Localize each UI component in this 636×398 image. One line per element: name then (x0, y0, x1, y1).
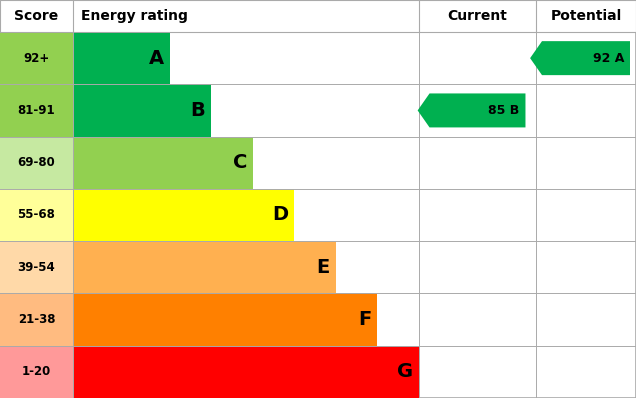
Polygon shape (530, 41, 630, 75)
Text: C: C (233, 153, 247, 172)
Bar (73, 189, 294, 241)
Bar (0, 293, 73, 346)
Bar (0, 189, 73, 241)
Bar (73, 32, 170, 84)
Text: 69-80: 69-80 (18, 156, 55, 169)
Bar (0, 0, 636, 32)
Text: Potential: Potential (550, 9, 621, 23)
Text: Score: Score (15, 9, 59, 23)
Bar (73, 84, 211, 137)
Bar (73, 137, 253, 189)
Bar (0, 84, 73, 137)
Text: B: B (191, 101, 205, 120)
Text: 55-68: 55-68 (18, 209, 55, 222)
Text: Current: Current (448, 9, 508, 23)
Text: 85 B: 85 B (488, 104, 520, 117)
Text: 1-20: 1-20 (22, 365, 51, 378)
Text: D: D (272, 205, 289, 224)
Text: 92+: 92+ (24, 52, 50, 64)
Text: 81-91: 81-91 (18, 104, 55, 117)
Text: E: E (317, 258, 330, 277)
Bar (73, 293, 378, 346)
Bar (0, 32, 73, 84)
Polygon shape (418, 94, 525, 127)
Text: 21-38: 21-38 (18, 313, 55, 326)
Bar (0, 137, 73, 189)
Bar (0, 241, 73, 293)
Text: F: F (358, 310, 371, 329)
Text: Energy rating: Energy rating (81, 9, 188, 23)
Bar (0, 346, 73, 398)
Text: 92 A: 92 A (593, 52, 624, 64)
Text: G: G (397, 362, 413, 381)
Text: 39-54: 39-54 (18, 261, 55, 274)
Bar (73, 346, 419, 398)
Text: A: A (149, 49, 164, 68)
Bar (73, 241, 336, 293)
